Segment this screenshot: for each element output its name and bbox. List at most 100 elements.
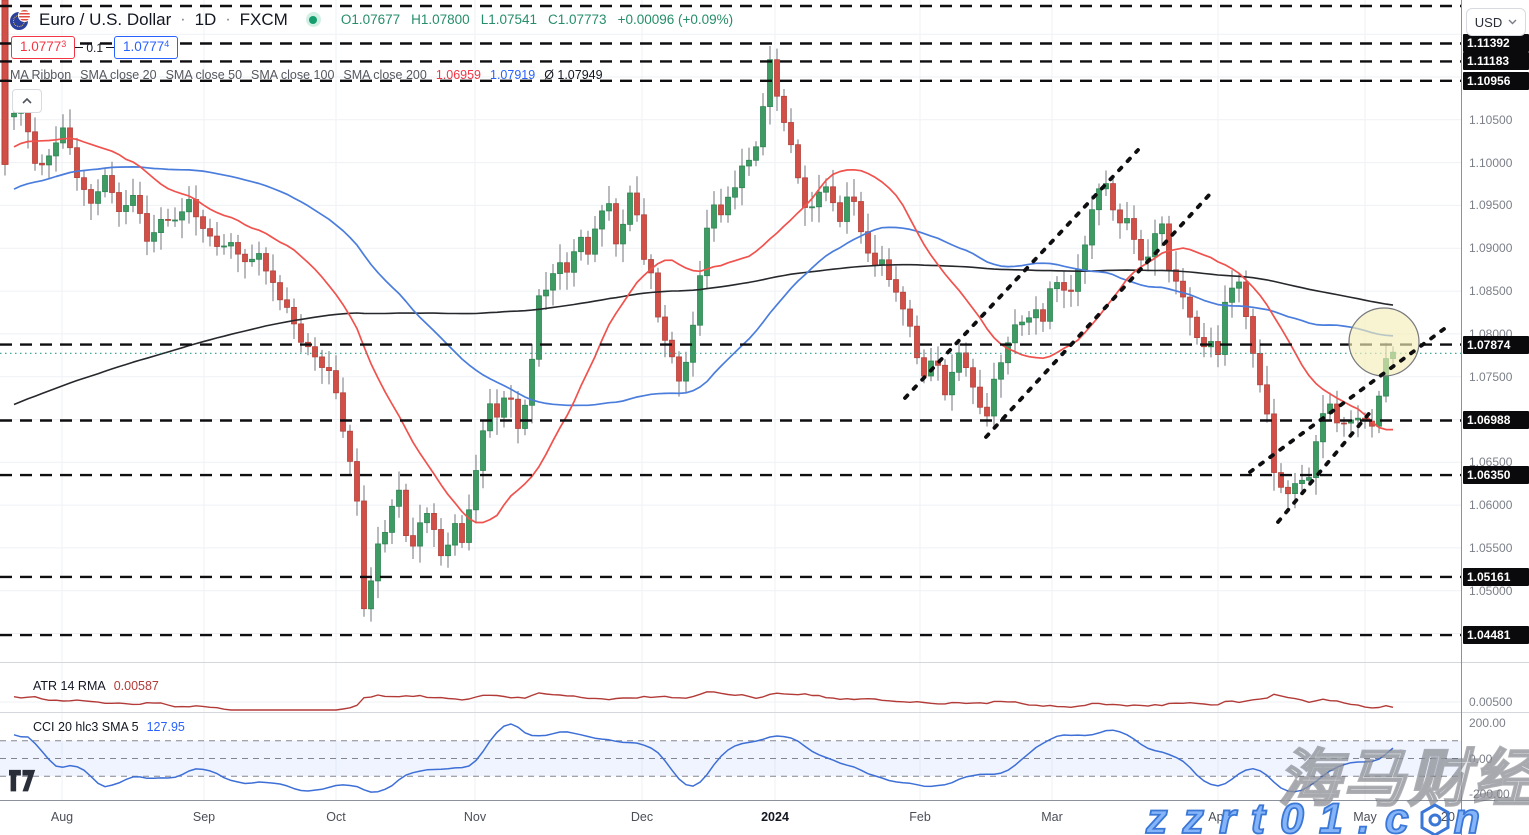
candle-body [1096, 188, 1102, 211]
time-axis-label: 20 [1441, 810, 1455, 824]
candle-body [186, 199, 192, 213]
gridlines [0, 0, 1461, 800]
candle-body [1285, 486, 1291, 495]
candle-body [662, 316, 668, 341]
time-axis-label: Oct [326, 810, 346, 824]
candle-body [95, 191, 101, 204]
price-axis[interactable]: 1.10500 1.10000 1.09500 1.09000 1.08500 1.080… [1461, 0, 1529, 801]
spread-value: 0.1 [86, 40, 103, 55]
candle-body [151, 232, 157, 242]
candle-body [130, 194, 136, 206]
candle-body [340, 392, 346, 432]
candle-body [613, 203, 619, 245]
candle-body [802, 177, 808, 208]
candle-body [382, 532, 388, 545]
cci-legend[interactable]: CCI 20 hlc3 SMA 5 127.95 [33, 720, 185, 734]
candle-body [270, 270, 276, 283]
time-axis[interactable]: Aug Sep Oct Nov Dec 2024 Feb Mar Apr May 20 [0, 800, 1529, 835]
sell-price-button[interactable]: 1.0777 3 [11, 36, 76, 59]
candle-body [739, 165, 745, 189]
ohlc-close: C1.07773 [548, 12, 607, 27]
candle-body [298, 323, 304, 343]
candle-body [102, 175, 108, 193]
candle-body [1257, 352, 1263, 386]
legend-collapse-button[interactable] [12, 89, 42, 113]
chart-canvas[interactable] [0, 0, 1461, 800]
candle-body [74, 147, 80, 178]
candle-body [1012, 324, 1018, 344]
exchange-label[interactable]: FXCM [239, 9, 288, 29]
pane-separator-main-atr[interactable] [0, 662, 1529, 663]
candle-body [459, 523, 465, 543]
market-status-icon[interactable] [305, 12, 321, 27]
dotted-trendline[interactable] [1276, 408, 1374, 524]
dotted-trendline[interactable] [1248, 324, 1450, 474]
candle-body [193, 199, 199, 218]
candle-body [1110, 183, 1116, 211]
candle-body [676, 356, 682, 382]
interval-label[interactable]: 1D [194, 9, 217, 29]
spread-indicator: 0.1 [75, 41, 114, 55]
symbol-title[interactable]: Euro / U.S. Dollar [39, 9, 172, 29]
ma-value-sma20: 1.06959 [435, 68, 481, 82]
candle-body [165, 218, 171, 221]
atr-legend[interactable]: ATR 14 RMA 0.00587 [33, 679, 159, 693]
ohlc-change: +0.00096 (+0.09%) [617, 12, 734, 27]
time-axis-label: 2024 [761, 810, 789, 824]
price-levels[interactable] [0, 4, 1461, 637]
candle-body [1040, 309, 1046, 322]
candle-body [557, 262, 563, 275]
ohlc-high: H1.07800 [411, 12, 470, 27]
candle-body [515, 398, 521, 429]
candle-body [697, 275, 703, 326]
ma-ribbon-param: SMA close 200 [343, 68, 427, 82]
candle-body [620, 223, 626, 245]
ma-ribbon-param: SMA close 20 [80, 68, 157, 82]
ma-ribbon-legend[interactable]: MA Ribbon SMA close 20 SMA close 50 SMA … [10, 68, 603, 82]
level-price-label: 1.11392 [1463, 34, 1529, 52]
candle-body [1173, 269, 1179, 282]
dotted-trendline[interactable] [984, 192, 1212, 439]
candle-body [627, 192, 633, 225]
candle-body [823, 186, 829, 193]
pane-separator-atr-cci[interactable] [0, 712, 1529, 713]
candle-body [389, 505, 395, 533]
candle-body [417, 522, 423, 547]
candle-body [1159, 223, 1165, 235]
candle-body [1033, 309, 1039, 319]
currency-toggle-button[interactable]: USD [1466, 8, 1526, 36]
candle-body [1082, 244, 1088, 270]
tradingview-logo[interactable] [9, 769, 36, 798]
price-axis-label: 1.09000 [1469, 241, 1513, 255]
candle-body [1236, 281, 1242, 289]
candle-body [718, 204, 724, 216]
candle-body [291, 306, 297, 325]
candle-body [956, 352, 962, 373]
candle-body [1299, 479, 1305, 484]
candle-body [1075, 269, 1081, 292]
candle-body [1194, 316, 1200, 339]
buy-price-button[interactable]: 1.0777 4 [114, 36, 179, 59]
candle-body [354, 461, 360, 502]
time-axis-label: Apr [1208, 810, 1228, 824]
candle-body [837, 202, 843, 222]
candle-body [1222, 301, 1228, 355]
cci-value: 127.95 [146, 720, 185, 734]
candle-body [256, 253, 262, 260]
candle-body [977, 386, 983, 408]
candle-body [123, 205, 129, 212]
candle-body [921, 357, 927, 377]
time-axis-label: Aug [50, 810, 74, 824]
price-axis-border [1461, 0, 1462, 835]
candle-body [137, 194, 143, 214]
candle-body [1187, 296, 1193, 318]
price-axis-label: 1.06500 [1469, 455, 1513, 469]
candle-body [872, 252, 878, 266]
sma-20-line [13, 137, 1393, 524]
dotted-trendline[interactable] [903, 148, 1140, 400]
candle-body [200, 216, 206, 229]
title-separator: · [180, 10, 186, 28]
highlight-ellipse[interactable] [1348, 307, 1420, 377]
atr-title: ATR 14 RMA [33, 679, 106, 693]
candle-body [312, 346, 318, 358]
